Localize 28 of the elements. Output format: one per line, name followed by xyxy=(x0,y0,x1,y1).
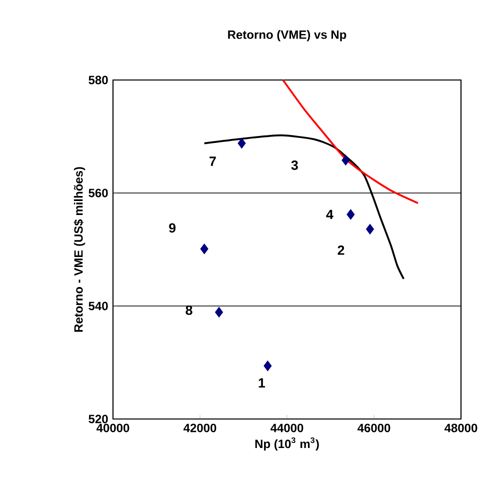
annotation: 1 xyxy=(258,378,266,388)
y-tick-label: 560 xyxy=(88,188,108,198)
annotation: 4 xyxy=(326,210,334,220)
y-tick-label: 520 xyxy=(88,414,108,424)
point xyxy=(366,224,374,234)
annotation: 7 xyxy=(210,156,216,166)
x-tick-label: 46000 xyxy=(358,424,390,432)
annotation: 9 xyxy=(169,223,176,233)
point xyxy=(214,306,224,318)
y-tick-label: 580 xyxy=(88,76,108,84)
point xyxy=(346,209,355,220)
line-series xyxy=(282,79,419,204)
point xyxy=(264,360,272,372)
annotation: 2 xyxy=(338,246,344,255)
annotation: 8 xyxy=(186,305,192,315)
annotation: 3 xyxy=(291,160,298,170)
point xyxy=(238,138,246,149)
x-tick-label: 44000 xyxy=(270,424,304,432)
x-tick-label: 42000 xyxy=(184,424,216,432)
x-tick-label: 48000 xyxy=(444,424,478,432)
x-tick-label: 40000 xyxy=(96,424,130,432)
line-series xyxy=(203,134,405,280)
y-axis-title: Retorno - VME (US$ milhões) xyxy=(74,167,86,332)
chart-title: Retorno (VME) vs Np xyxy=(228,30,346,42)
point xyxy=(200,244,208,254)
x-axis-title: Np (10$^{3}$ m$^{3}$) xyxy=(255,437,319,451)
point xyxy=(342,154,350,166)
y-tick-label: 540 xyxy=(88,302,108,310)
